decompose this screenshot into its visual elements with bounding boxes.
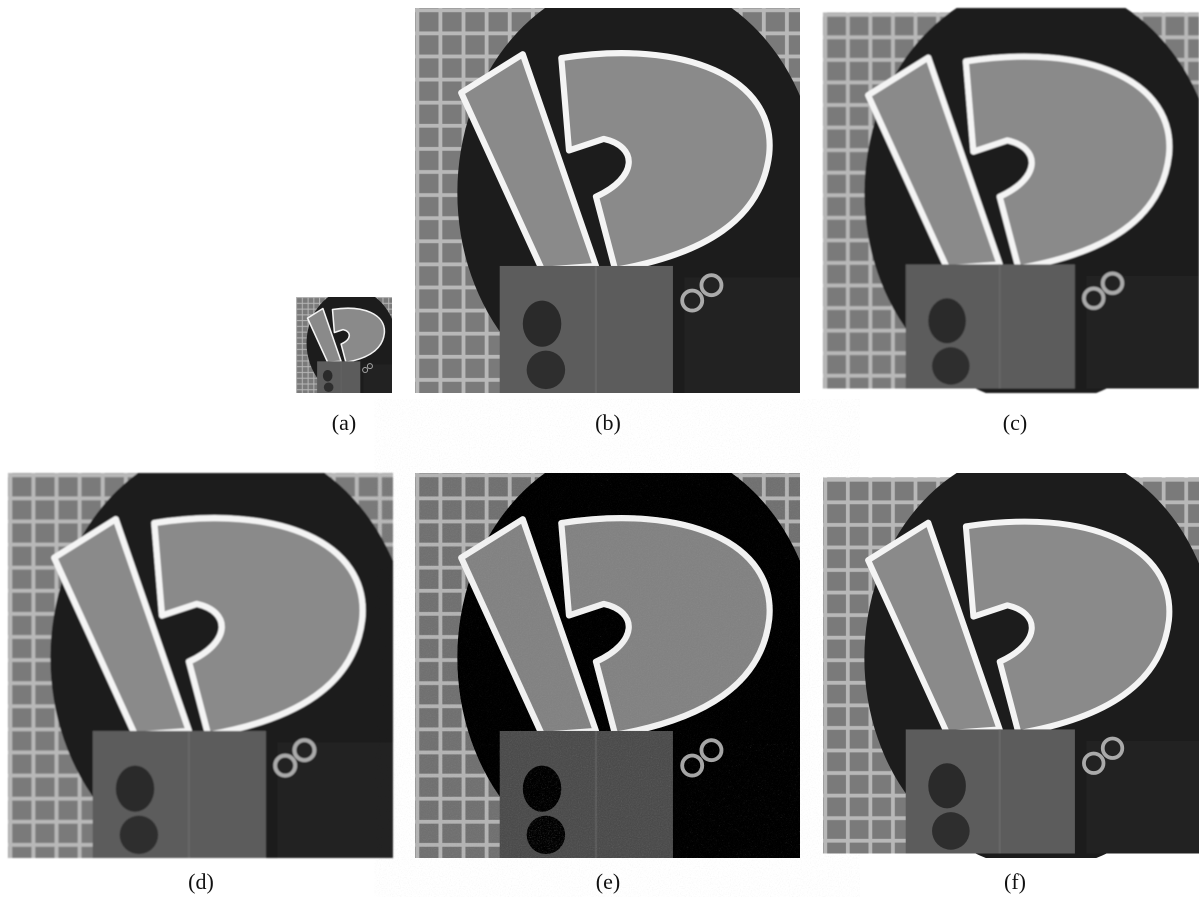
caption: (e) <box>596 869 620 894</box>
caption: (c) <box>1003 410 1027 435</box>
image-c <box>823 0 1199 404</box>
caption: (a) <box>332 410 356 435</box>
image-d <box>8 442 412 873</box>
page: (a) (b) (c) (d) (e) (f) (() => { const d… <box>0 0 1199 897</box>
image-e <box>415 442 819 873</box>
caption: (f) <box>1004 869 1026 894</box>
image-b <box>415 0 819 408</box>
image-a <box>296 289 397 397</box>
caption: (d) <box>188 869 214 894</box>
image-f <box>823 447 1199 868</box>
caption: (b) <box>595 410 621 435</box>
figure: (a) (b) (c) (d) (e) (f) <box>0 0 1199 897</box>
